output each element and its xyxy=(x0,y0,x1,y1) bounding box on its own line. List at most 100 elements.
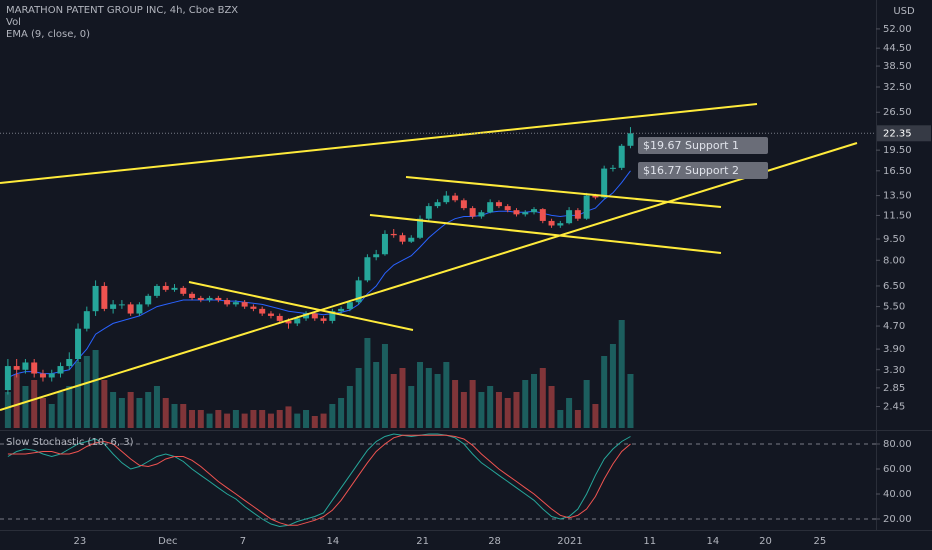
volume-bar xyxy=(232,410,239,428)
candle-body xyxy=(294,318,301,324)
candle-body xyxy=(303,313,310,319)
volume-bar xyxy=(145,392,152,428)
volume-bar xyxy=(548,386,555,428)
volume-bar xyxy=(180,404,187,428)
candle-body xyxy=(66,358,73,367)
stoch-label: Slow Stochastic (10, 6, 3) xyxy=(6,437,134,448)
candle-body xyxy=(469,208,476,217)
volume-bar xyxy=(338,398,345,428)
volume-bar xyxy=(443,362,450,428)
candle-body xyxy=(574,210,581,219)
y-tick-label: 16.50 xyxy=(883,166,912,177)
volume-bar xyxy=(574,410,581,428)
volume-bar xyxy=(136,398,143,428)
stoch-d-line xyxy=(7,434,631,526)
volume-bar xyxy=(48,404,55,428)
candle-body xyxy=(206,297,213,301)
volume-bar xyxy=(294,413,301,428)
volume-bar xyxy=(539,368,546,428)
candle-body xyxy=(566,210,573,224)
candle-body xyxy=(531,209,538,213)
x-tick-label: Dec xyxy=(158,536,177,547)
volume-bar xyxy=(627,374,634,428)
candle-body xyxy=(276,315,283,321)
volume-bar xyxy=(276,410,283,428)
volume-bar xyxy=(417,362,424,428)
volume-bar xyxy=(355,368,362,428)
candle-body xyxy=(592,195,599,198)
volume-label: Vol xyxy=(6,17,21,28)
y-tick-label: 6.50 xyxy=(883,281,905,292)
candle-body xyxy=(267,313,274,316)
volume-bar xyxy=(329,404,336,428)
candle-body xyxy=(145,295,152,305)
trend-line xyxy=(188,281,414,331)
volume-bar xyxy=(592,404,599,428)
candle-body xyxy=(241,302,248,307)
y-tick-label: 44.50 xyxy=(883,43,912,54)
candle-body xyxy=(399,235,406,242)
volume-bar xyxy=(66,386,73,428)
volume-bar xyxy=(566,398,573,428)
candle-body xyxy=(75,328,82,359)
x-tick-label: 25 xyxy=(814,536,827,547)
candle-body xyxy=(408,237,415,242)
candle-body xyxy=(180,287,187,294)
candle-body xyxy=(57,366,64,374)
volume-bar xyxy=(57,392,64,428)
volume-bar xyxy=(31,380,38,428)
candle-body xyxy=(329,311,336,321)
trend-line xyxy=(0,103,758,184)
volume-bar xyxy=(478,392,485,428)
y-tick-label: 60.00 xyxy=(883,464,912,475)
volume-bar xyxy=(189,410,196,428)
candle-body xyxy=(548,220,555,226)
candle-body xyxy=(13,366,20,370)
candle-body xyxy=(48,373,55,378)
candle-body xyxy=(618,145,625,168)
candle-body xyxy=(39,373,46,378)
volume-bar xyxy=(452,380,459,428)
x-tick-label: 14 xyxy=(707,536,720,547)
volume-bar xyxy=(381,344,388,428)
volume-bar xyxy=(215,410,222,428)
candle-body xyxy=(285,320,292,324)
ema-label: EMA (9, close, 0) xyxy=(6,29,90,40)
candle-body xyxy=(338,308,345,312)
volume-bar xyxy=(601,356,608,428)
trend-line xyxy=(369,214,722,254)
y-tick-label: 8.00 xyxy=(883,255,905,266)
candle-body xyxy=(250,306,257,309)
candle-body xyxy=(390,233,397,236)
candle-body xyxy=(346,302,353,309)
volume-bar xyxy=(618,320,625,428)
volume-bar xyxy=(487,386,494,428)
volume-bar xyxy=(241,413,248,428)
candle-body xyxy=(83,311,90,329)
volume-bar xyxy=(22,386,29,428)
candle-body xyxy=(539,209,546,221)
volume-bar xyxy=(513,392,520,428)
candle-body xyxy=(4,366,11,391)
volume-bar xyxy=(408,386,415,428)
y-tick-label: 11.50 xyxy=(883,210,912,221)
candle-body xyxy=(373,254,380,258)
candle-body xyxy=(259,308,266,314)
candle-body xyxy=(22,362,29,370)
volume-bar xyxy=(13,374,20,428)
trend-line xyxy=(0,142,858,411)
candle-body xyxy=(601,168,608,198)
candle-body xyxy=(355,280,362,303)
volume-bar xyxy=(101,380,108,428)
candle-body xyxy=(381,233,388,255)
volume-bar xyxy=(259,410,266,428)
volume-bar xyxy=(373,362,380,428)
volume-bar xyxy=(311,416,318,428)
y-tick-label: 19.50 xyxy=(883,145,912,156)
y-tick-label: 3.90 xyxy=(883,344,905,355)
volume-bar xyxy=(92,350,99,428)
volume-bar xyxy=(425,368,432,428)
candle-body xyxy=(504,206,511,211)
x-tick-label: 14 xyxy=(326,536,339,547)
